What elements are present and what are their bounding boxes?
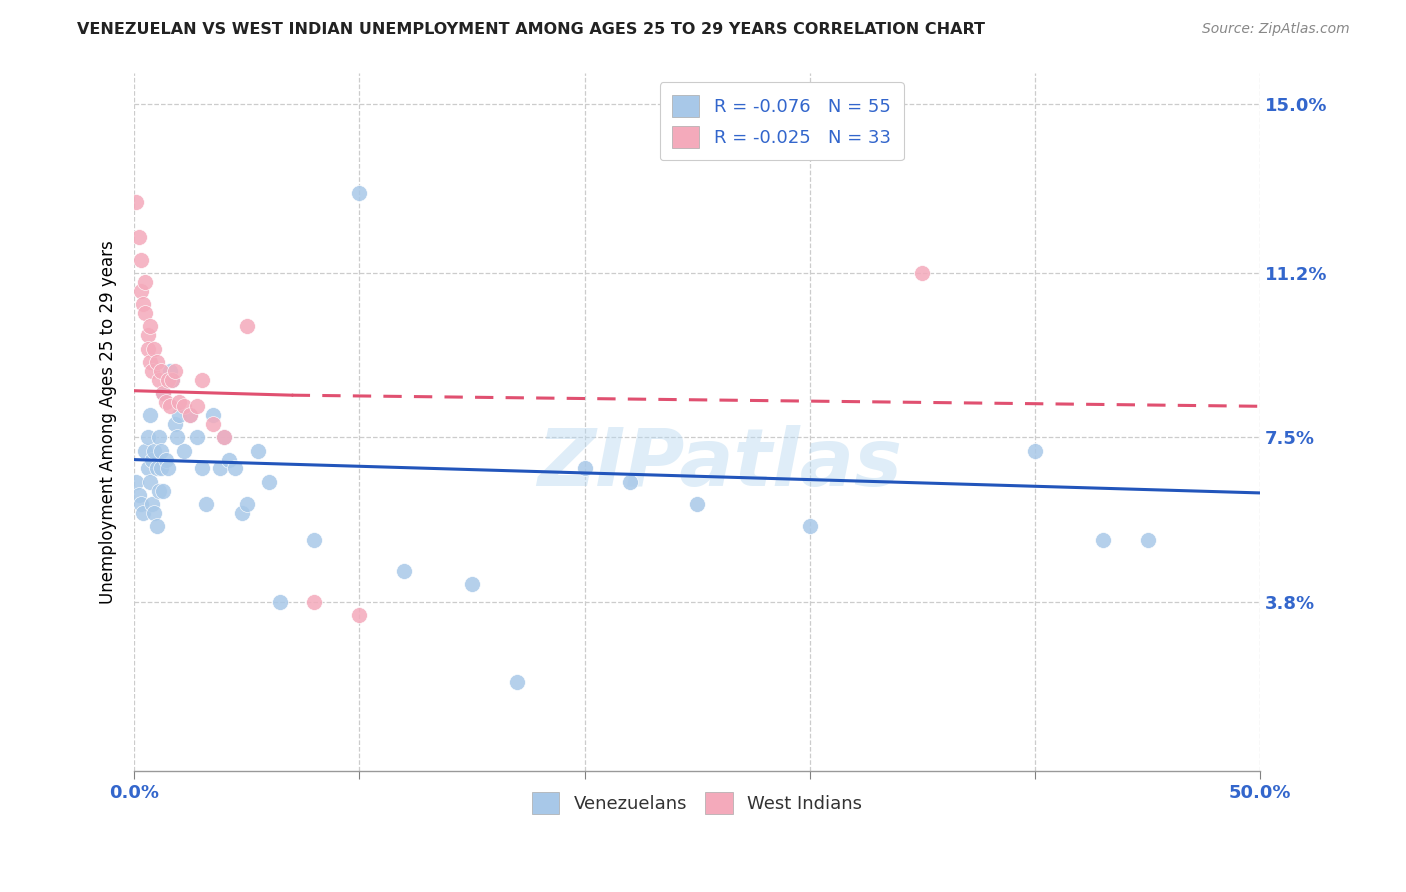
Point [159, 364, 181, 378]
Point [686, 497, 709, 511]
Point [1091, 533, 1114, 547]
Point [212, 430, 235, 444]
Point [911, 266, 934, 280]
Point [136, 430, 159, 444]
Point [156, 373, 179, 387]
Point [152, 386, 174, 401]
Point [125, 194, 148, 209]
Point [129, 497, 152, 511]
Point [143, 506, 166, 520]
Text: ZIPatlas: ZIPatlas [537, 425, 903, 503]
Point [1024, 443, 1046, 458]
Point [173, 399, 195, 413]
Point [166, 430, 188, 444]
Point [159, 399, 181, 413]
Text: VENEZUELAN VS WEST INDIAN UNEMPLOYMENT AMONG AGES 25 TO 29 YEARS CORRELATION CHA: VENEZUELAN VS WEST INDIAN UNEMPLOYMENT A… [77, 22, 986, 37]
Point [152, 386, 174, 401]
Point [128, 230, 150, 244]
Point [145, 519, 167, 533]
Point [799, 519, 821, 533]
Point [139, 408, 162, 422]
Point [162, 373, 184, 387]
Point [162, 373, 184, 387]
Point [150, 443, 173, 458]
Y-axis label: Unemployment Among Ages 25 to 29 years: Unemployment Among Ages 25 to 29 years [100, 240, 117, 604]
Point [132, 506, 155, 520]
Point [304, 533, 326, 547]
Point [163, 417, 186, 431]
Point [134, 275, 156, 289]
Point [139, 355, 162, 369]
Point [163, 364, 186, 378]
Point [155, 394, 177, 409]
Point [231, 506, 253, 520]
Text: Source: ZipAtlas.com: Source: ZipAtlas.com [1202, 22, 1350, 37]
Point [145, 355, 167, 369]
Point [304, 595, 326, 609]
Point [619, 475, 641, 489]
Point [1136, 533, 1159, 547]
Point [186, 430, 208, 444]
Point [145, 461, 167, 475]
Point [143, 443, 166, 458]
Point [167, 408, 190, 422]
Point [136, 342, 159, 356]
Point [208, 461, 231, 475]
Point [141, 452, 163, 467]
Point [190, 461, 212, 475]
Point [148, 483, 170, 498]
Point [186, 399, 208, 413]
Point [195, 497, 218, 511]
Point [139, 319, 162, 334]
Point [235, 497, 257, 511]
Point [141, 497, 163, 511]
Point [150, 461, 173, 475]
Point [212, 430, 235, 444]
Point [134, 443, 156, 458]
Point [143, 342, 166, 356]
Point [152, 483, 174, 498]
Point [269, 595, 291, 609]
Point [141, 364, 163, 378]
Point [128, 488, 150, 502]
Point [201, 417, 224, 431]
Point [132, 297, 155, 311]
Point [349, 186, 371, 200]
Point [506, 674, 529, 689]
Point [179, 408, 201, 422]
Point [136, 461, 159, 475]
Point [167, 394, 190, 409]
Point [224, 461, 246, 475]
Point [173, 443, 195, 458]
Point [574, 461, 596, 475]
Point [134, 306, 156, 320]
Point [235, 319, 257, 334]
Point [155, 452, 177, 467]
Point [148, 373, 170, 387]
Point [394, 564, 416, 578]
Legend: Venezuelans, West Indians: Venezuelans, West Indians [522, 780, 873, 824]
Point [139, 475, 162, 489]
Point [150, 364, 173, 378]
Point [190, 373, 212, 387]
Point [136, 328, 159, 343]
Point [129, 252, 152, 267]
Point [257, 475, 280, 489]
Point [179, 408, 201, 422]
Point [218, 452, 240, 467]
Point [246, 443, 269, 458]
Point [461, 577, 484, 591]
Point [349, 608, 371, 623]
Point [148, 430, 170, 444]
Point [201, 408, 224, 422]
Point [125, 475, 148, 489]
Point [156, 461, 179, 475]
Point [129, 284, 152, 298]
